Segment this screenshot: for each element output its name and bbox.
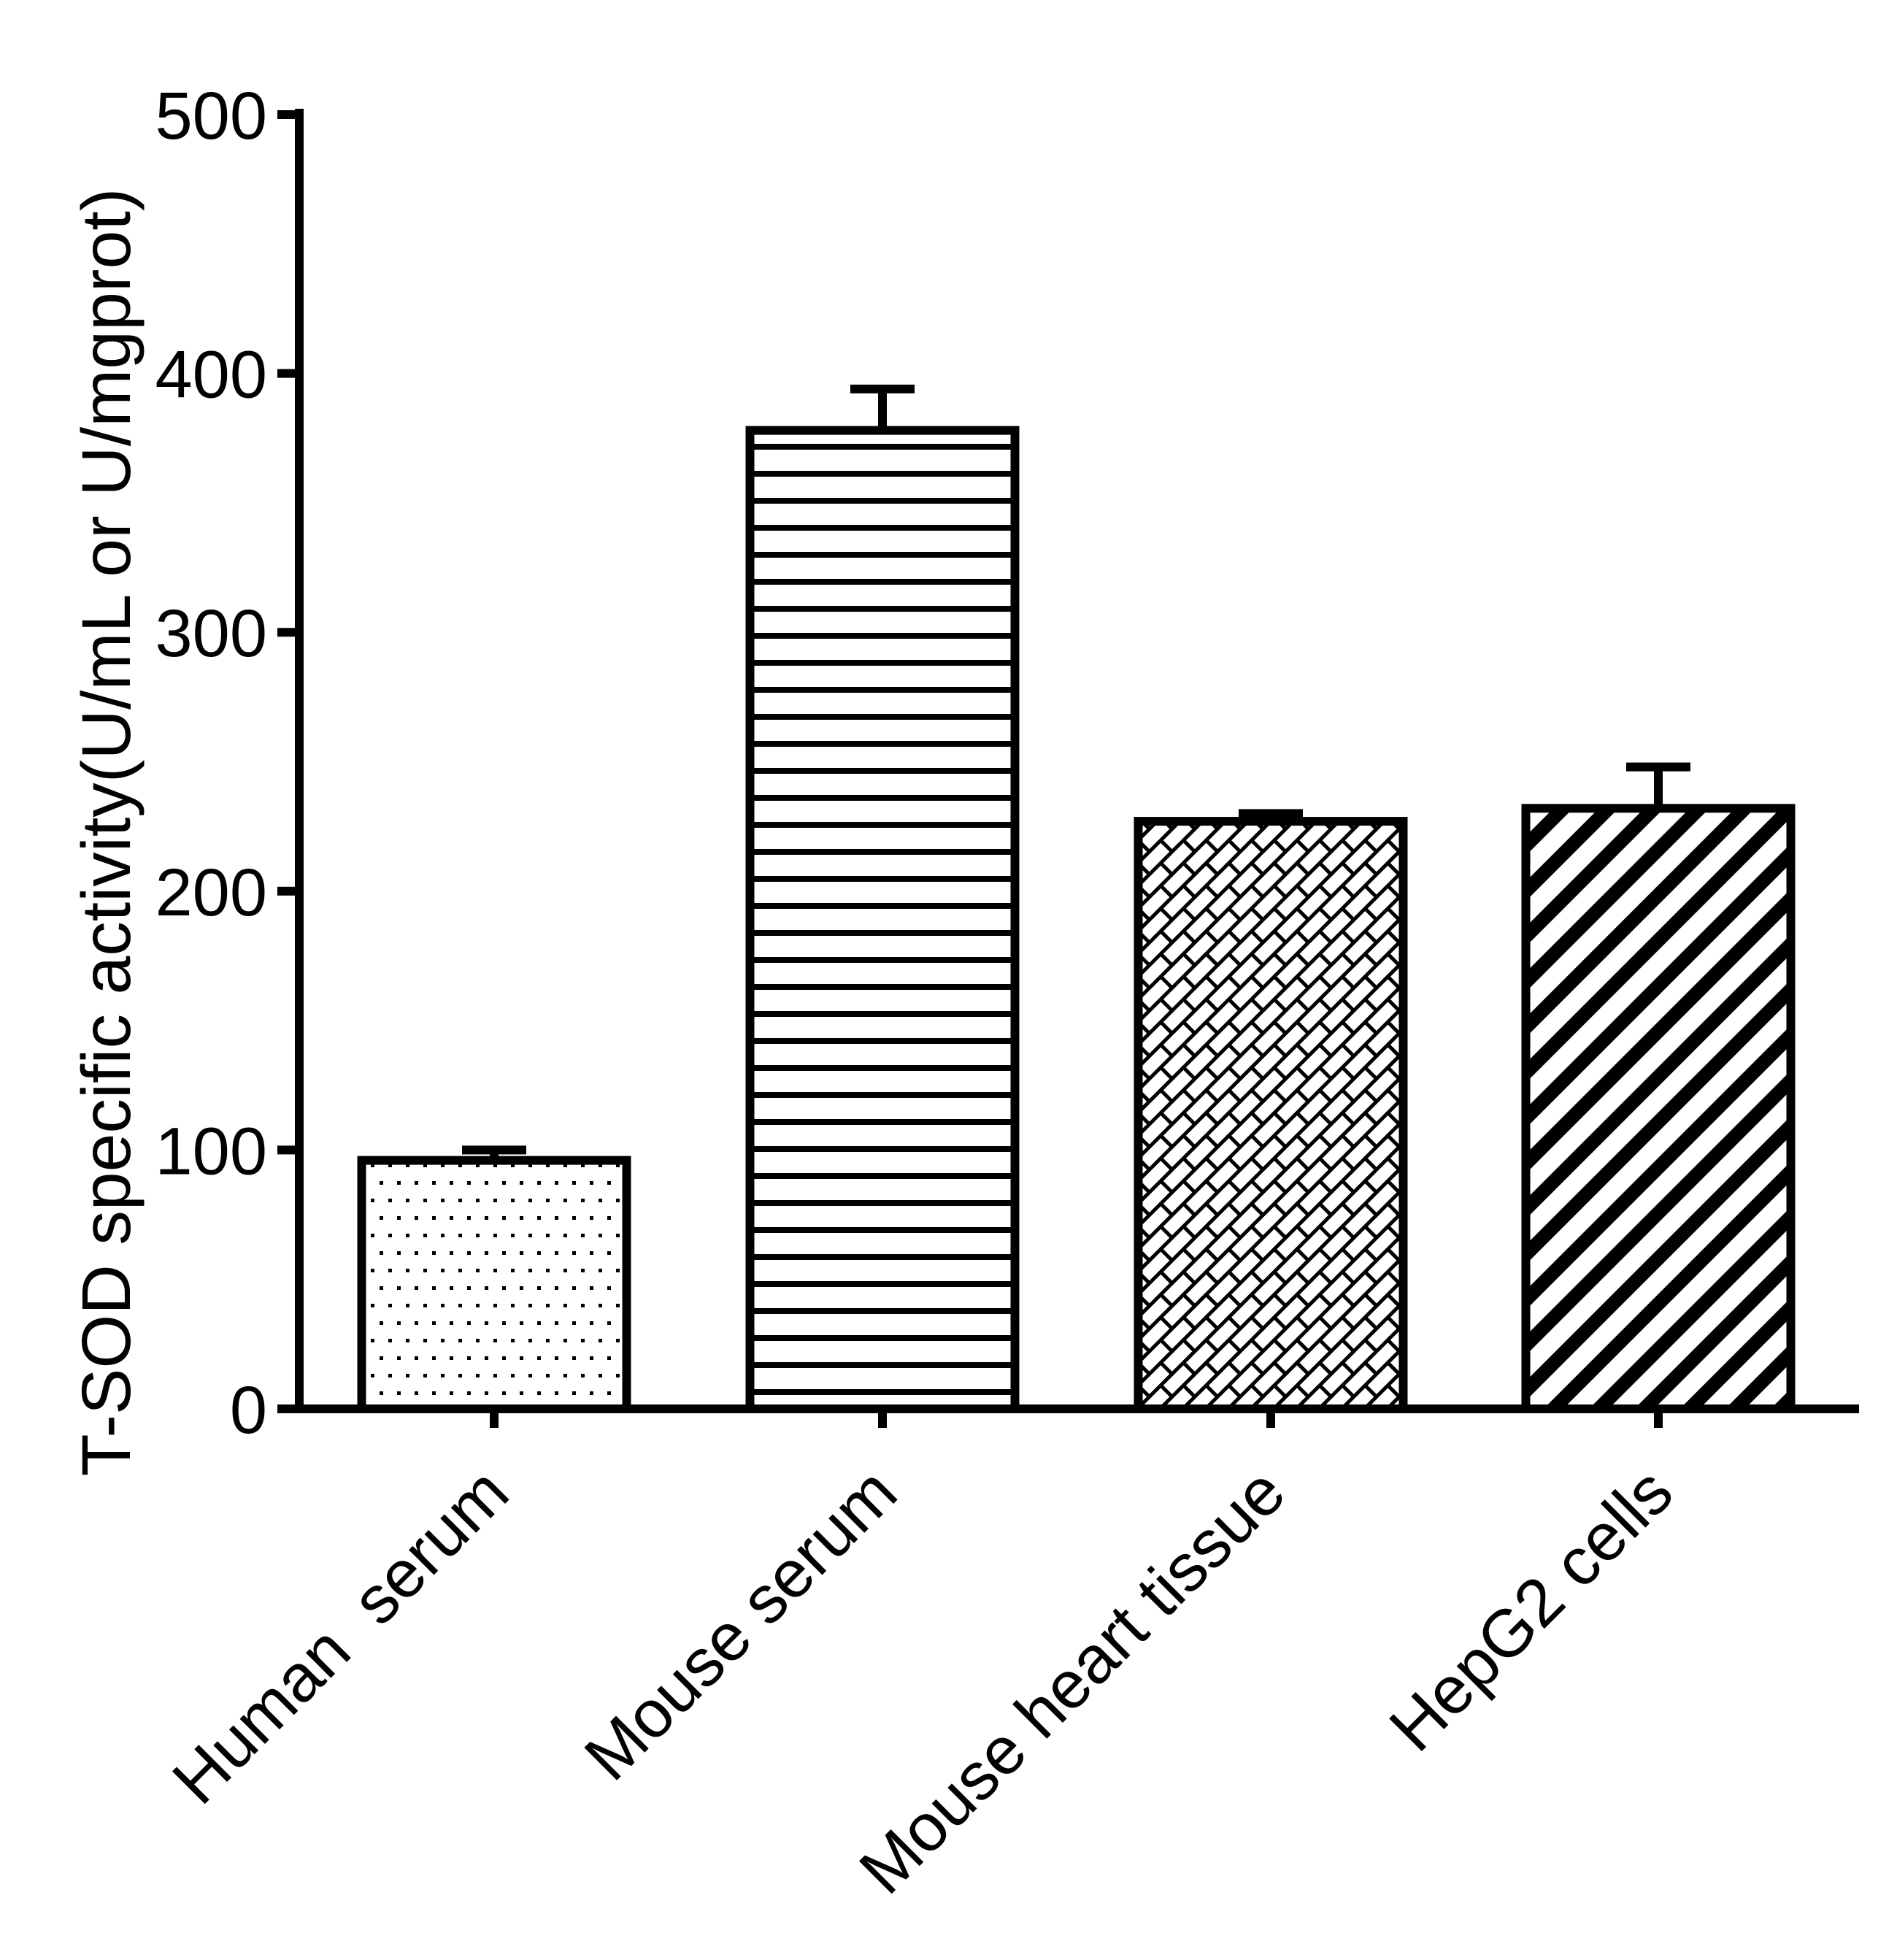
axes-group bbox=[277, 109, 1859, 1428]
y-tick bbox=[277, 886, 295, 896]
y-axis-line bbox=[295, 109, 304, 1413]
x-tick bbox=[878, 1413, 887, 1428]
y-tick-label: 300 bbox=[155, 596, 268, 671]
y-tick-label: 400 bbox=[155, 338, 268, 412]
y-tick-label: 200 bbox=[155, 856, 268, 930]
y-tick-label: 0 bbox=[230, 1373, 267, 1448]
bar-mouse-serum bbox=[745, 426, 1020, 1413]
error-bar-cap bbox=[462, 1145, 526, 1155]
y-tick-label: 500 bbox=[155, 79, 268, 153]
y-axis-title: T-SOD specific activity(U/mL or U/mgprot… bbox=[68, 188, 145, 1477]
x-axis-label: Human serum bbox=[158, 1454, 523, 1818]
bar-human-serum bbox=[357, 1156, 631, 1413]
x-tick bbox=[1266, 1413, 1275, 1428]
bars-group bbox=[357, 426, 1796, 1413]
y-tick-label: 100 bbox=[155, 1114, 268, 1188]
x-axis-label: Mouse heart tissue bbox=[845, 1454, 1299, 1908]
y-tick bbox=[277, 110, 295, 119]
error-bar-cap bbox=[1239, 809, 1303, 818]
bar-hepg2-cells bbox=[1521, 804, 1796, 1413]
x-tick bbox=[1654, 1413, 1663, 1428]
x-axis-line bbox=[295, 1404, 1859, 1413]
y-tick bbox=[277, 1404, 295, 1413]
bar-mouse-heart-tissue bbox=[1134, 817, 1408, 1413]
error-bar-cap bbox=[1626, 762, 1690, 772]
y-tick bbox=[277, 1145, 295, 1155]
y-tick bbox=[277, 369, 295, 378]
y-tick bbox=[277, 628, 295, 637]
x-axis-label: HepG2 cells bbox=[1376, 1454, 1687, 1765]
error-bars-group bbox=[462, 384, 1690, 1190]
y-tick-labels-group: 0 100 200 300 400 500 bbox=[155, 79, 268, 1448]
x-axis-label: Mouse serum bbox=[571, 1454, 911, 1794]
error-bar-cap bbox=[850, 384, 915, 393]
x-tick bbox=[490, 1413, 499, 1428]
